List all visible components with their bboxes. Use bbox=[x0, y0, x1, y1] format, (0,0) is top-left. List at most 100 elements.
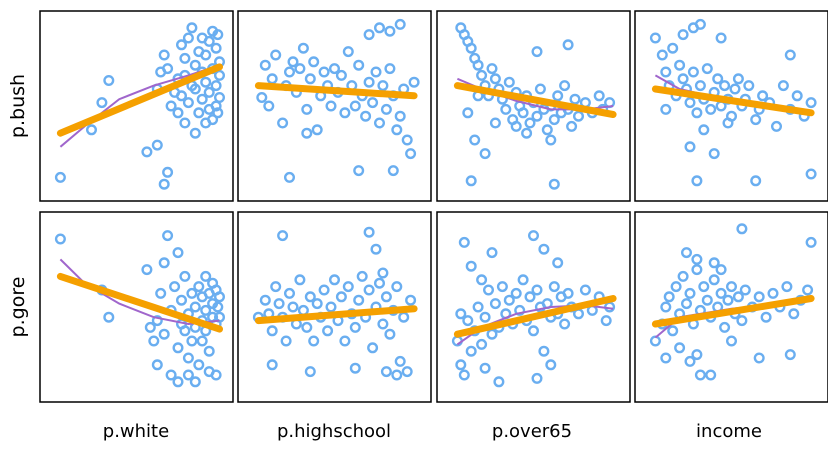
data-point bbox=[521, 127, 533, 139]
data-point bbox=[489, 298, 501, 310]
data-point bbox=[708, 257, 720, 269]
data-point bbox=[287, 301, 299, 313]
data-point bbox=[394, 355, 406, 367]
data-point bbox=[196, 335, 208, 347]
panel-p-bush-vs-p-highschool bbox=[237, 10, 432, 202]
data-point bbox=[698, 124, 710, 136]
data-point bbox=[684, 355, 696, 367]
data-point bbox=[698, 281, 710, 293]
data-point bbox=[182, 369, 194, 381]
data-point bbox=[374, 22, 386, 34]
data-point bbox=[708, 148, 720, 160]
data-point bbox=[380, 291, 392, 303]
data-point bbox=[277, 117, 289, 129]
fit-line bbox=[651, 85, 815, 117]
data-point bbox=[284, 287, 296, 299]
data-point bbox=[294, 63, 306, 75]
data-point bbox=[677, 270, 689, 282]
data-point bbox=[660, 352, 672, 364]
data-point bbox=[538, 345, 550, 357]
data-point bbox=[370, 243, 382, 255]
data-point bbox=[405, 148, 417, 160]
data-point bbox=[349, 362, 361, 374]
data-point bbox=[715, 32, 727, 44]
data-point bbox=[691, 107, 703, 119]
data-point bbox=[266, 325, 278, 337]
data-point bbox=[85, 124, 97, 136]
data-point bbox=[182, 97, 194, 109]
data-point bbox=[342, 281, 354, 293]
data-point bbox=[715, 264, 727, 276]
data-point bbox=[493, 376, 505, 388]
data-point bbox=[179, 117, 191, 129]
data-point bbox=[684, 287, 696, 299]
data-point bbox=[486, 63, 498, 75]
data-point bbox=[510, 120, 522, 132]
data-point bbox=[175, 294, 187, 306]
fit-line bbox=[651, 295, 815, 328]
data-point bbox=[186, 335, 198, 347]
data-point bbox=[684, 97, 696, 109]
panel-p-gore-vs-p-over65 bbox=[436, 211, 631, 403]
data-point bbox=[353, 294, 365, 306]
data-point bbox=[384, 63, 396, 75]
data-point bbox=[363, 226, 375, 238]
data-point bbox=[103, 74, 115, 86]
data-point bbox=[517, 107, 529, 119]
data-point bbox=[722, 117, 734, 129]
data-point bbox=[458, 236, 470, 248]
data-point bbox=[784, 49, 796, 61]
data-point bbox=[681, 247, 693, 259]
data-point bbox=[200, 76, 212, 88]
data-point bbox=[165, 100, 177, 112]
data-point bbox=[294, 274, 306, 286]
data-point bbox=[531, 46, 543, 58]
data-point bbox=[301, 103, 313, 115]
panel-p-gore-vs-income bbox=[634, 211, 828, 403]
data-point bbox=[193, 107, 205, 119]
data-point bbox=[280, 335, 292, 347]
data-point bbox=[96, 97, 108, 109]
data-point bbox=[719, 321, 731, 333]
data-point bbox=[674, 342, 686, 354]
data-point bbox=[548, 178, 560, 190]
data-point bbox=[781, 281, 793, 293]
x-label-p-highschool: p.highschool bbox=[277, 421, 391, 442]
panels-group bbox=[39, 10, 828, 403]
data-point bbox=[667, 42, 679, 54]
panel-p-bush-vs-income bbox=[634, 10, 828, 202]
data-point bbox=[162, 63, 174, 75]
data-point bbox=[552, 90, 564, 102]
data-point bbox=[270, 281, 282, 293]
data-point bbox=[200, 304, 212, 316]
data-point bbox=[322, 325, 334, 337]
data-point bbox=[674, 59, 686, 71]
data-point bbox=[458, 369, 470, 381]
fit-line bbox=[56, 63, 223, 137]
panel-p-bush-vs-p-white bbox=[39, 10, 234, 202]
data-point bbox=[380, 103, 392, 115]
data-point bbox=[656, 49, 668, 61]
data-point bbox=[266, 359, 278, 371]
data-point bbox=[503, 76, 515, 88]
data-point bbox=[172, 107, 184, 119]
data-point bbox=[531, 372, 543, 384]
data-point bbox=[500, 103, 512, 115]
data-point bbox=[726, 335, 738, 347]
data-point bbox=[259, 59, 271, 71]
data-point bbox=[486, 247, 498, 259]
data-point bbox=[367, 342, 379, 354]
data-point bbox=[715, 287, 727, 299]
data-point bbox=[325, 100, 337, 112]
data-point bbox=[455, 359, 467, 371]
data-point bbox=[189, 127, 201, 139]
data-point bbox=[649, 32, 661, 44]
fit-line bbox=[254, 82, 418, 100]
data-point bbox=[203, 35, 215, 47]
data-point bbox=[753, 291, 765, 303]
data-point bbox=[726, 281, 738, 293]
data-point bbox=[193, 281, 205, 293]
panel-frame bbox=[634, 211, 828, 403]
data-point bbox=[377, 318, 389, 330]
data-point bbox=[335, 291, 347, 303]
